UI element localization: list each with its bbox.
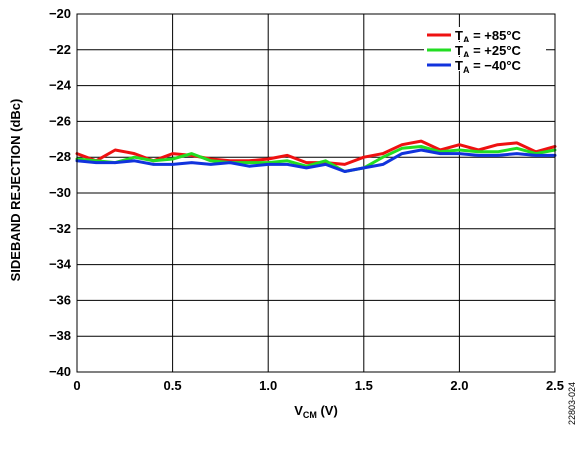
series-lines bbox=[75, 139, 557, 173]
series-line-3 bbox=[75, 148, 557, 173]
y-axis-label: SIDEBAND REJECTION (dBc) bbox=[8, 99, 23, 282]
x-tick-label: 0 bbox=[73, 378, 80, 393]
x-tick-label: 0.5 bbox=[164, 378, 182, 393]
y-tick-label: −36 bbox=[49, 292, 71, 307]
x-axis-label-sub: CM bbox=[303, 410, 317, 420]
y-tick-label: −24 bbox=[49, 78, 72, 93]
y-tick-label: −40 bbox=[49, 364, 71, 379]
plot-frame bbox=[76, 13, 556, 373]
x-axis-label-main: V bbox=[294, 403, 303, 418]
x-axis-label: VCM (V) bbox=[294, 403, 338, 420]
x-tick-labels: 0 0.5 1.0 1.5 2.0 2.5 bbox=[73, 378, 564, 393]
legend-label: TA = +85°C bbox=[455, 28, 522, 45]
y-tick-label: −32 bbox=[49, 221, 71, 236]
y-tick-label: −30 bbox=[49, 185, 71, 200]
series-line-2 bbox=[75, 145, 557, 173]
x-tick-label: 1.5 bbox=[355, 378, 373, 393]
y-tick-label: −38 bbox=[49, 328, 71, 343]
legend-background bbox=[424, 57, 546, 71]
x-axis-label-unit: (V) bbox=[317, 403, 338, 418]
legend: TA = +85°CTA = +25°CTA = −40°C bbox=[424, 27, 546, 75]
legend-label: TA = −40°C bbox=[455, 58, 522, 75]
y-tick-label: −28 bbox=[49, 149, 71, 164]
y-tick-label: −26 bbox=[49, 113, 71, 128]
legend-background bbox=[424, 27, 546, 41]
y-tick-label: −22 bbox=[49, 42, 71, 57]
y-tick-label: −20 bbox=[49, 6, 71, 21]
x-tick-label: 2.0 bbox=[450, 378, 468, 393]
y-tick-label: −34 bbox=[49, 257, 72, 272]
x-tick-label: 2.5 bbox=[546, 378, 564, 393]
legend-label: TA = +25°C bbox=[455, 43, 522, 60]
legend-background bbox=[424, 42, 546, 56]
y-tick-labels: −20 −22 −24 −26 −28 −30 −32 −34 −36 −38 −40 bbox=[49, 6, 72, 379]
figure-id: 22803-024 bbox=[567, 382, 577, 425]
x-tick-label: 1.0 bbox=[259, 378, 277, 393]
